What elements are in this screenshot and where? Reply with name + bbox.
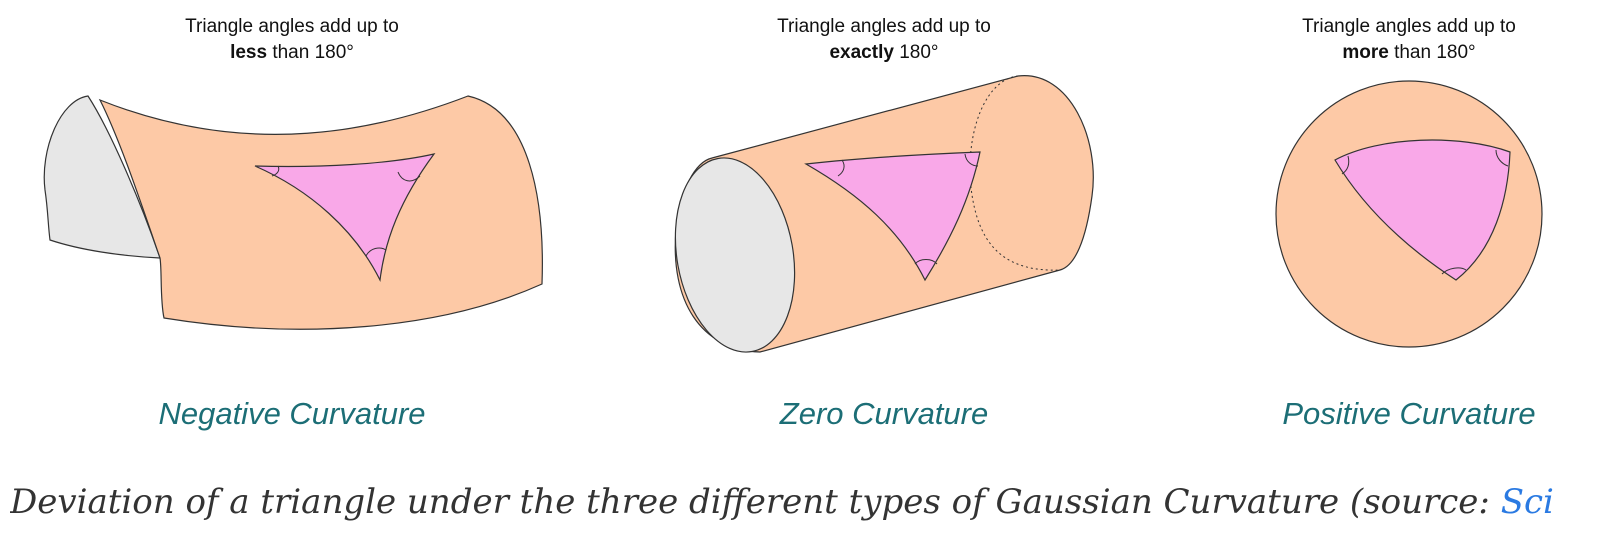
heading-emphasis: more [1342,42,1389,63]
zero-curvature-label: Zero Curvature [779,396,989,431]
cylinder-surface [674,75,1094,353]
heading-rest: 180° [893,42,939,63]
heading-line1: Triangle angles add up to [777,16,991,37]
positive-curvature-label: Positive Curvature [1282,396,1536,431]
heading-line2: exactly 180° [734,40,1034,66]
heading-emphasis: exactly [829,42,894,63]
negative-curvature-heading: Triangle angles add up to less than 180° [142,14,442,66]
heading-line1: Triangle angles add up to [1302,16,1516,37]
heading-rest: than 180° [1388,42,1476,63]
sphere-triangle [1334,139,1511,281]
heading-line2: less than 180° [142,40,442,66]
figure-caption: Deviation of a triangle under the three … [10,478,1604,526]
source-link[interactable]: Sci [1500,482,1554,522]
heading-line2: more than 180° [1259,40,1559,66]
cylinder-triangle [804,151,981,282]
positive-curvature-heading: Triangle angles add up to more than 180° [1259,14,1559,66]
negative-curvature-label: Negative Curvature [158,396,426,431]
curvature-illustrations [43,75,1543,353]
curvature-figure: Triangle angles add up to less than 180°… [43,14,1559,431]
saddle-triangle [254,153,436,283]
heading-emphasis: less [230,42,268,63]
heading-line1: Triangle angles add up to [185,16,399,37]
heading-rest: than 180° [267,42,354,63]
zero-curvature-heading: Triangle angles add up to exactly 180° [734,14,1034,66]
caption-text: Deviation of a triangle under the three … [10,482,1501,522]
saddle-surface [43,95,543,330]
